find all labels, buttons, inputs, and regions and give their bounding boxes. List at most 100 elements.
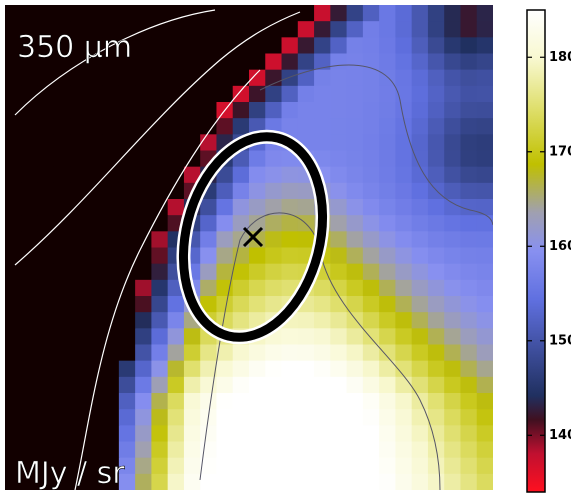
pixel: [297, 425, 315, 442]
pixel: [314, 134, 331, 151]
pixel: [53, 409, 71, 426]
pixel: [5, 263, 22, 281]
pixel: [476, 150, 493, 168]
pixel: [135, 360, 152, 378]
pixel: [167, 150, 185, 168]
pixel: [37, 279, 55, 297]
pixel: [249, 166, 266, 184]
pixel: [362, 118, 380, 135]
pixel: [102, 409, 120, 426]
pixel: [37, 393, 55, 410]
pixel: [167, 409, 185, 426]
pixel: [232, 279, 250, 297]
pixel: [395, 215, 413, 232]
pixel: [476, 182, 493, 200]
pixel: [460, 473, 478, 490]
pixel: [281, 118, 299, 135]
pixel: [330, 150, 348, 168]
pixel: [5, 247, 22, 265]
pixel: [395, 457, 413, 475]
pixel: [249, 296, 266, 313]
pixel: [330, 5, 348, 22]
pixel: [379, 85, 396, 103]
pixel: [411, 263, 429, 281]
pixel: [460, 21, 478, 38]
pixel: [232, 296, 250, 313]
pixel: [314, 37, 331, 54]
pixel: [346, 393, 364, 410]
pixel: [232, 21, 250, 38]
contour: [14, 9, 216, 116]
pixel: [265, 21, 283, 38]
pixel: [70, 473, 87, 490]
pixel: [379, 182, 396, 200]
pixel: [21, 102, 39, 119]
pixel: [118, 21, 136, 38]
pixel: [118, 247, 136, 265]
pixel: [200, 37, 217, 54]
pixel: [232, 441, 250, 459]
pixel: [427, 328, 445, 345]
pixel: [183, 409, 201, 426]
pixel: [362, 134, 380, 151]
pixel: [476, 441, 493, 459]
pixel: [70, 296, 87, 313]
pixel: [37, 21, 55, 38]
pixel: [183, 360, 201, 378]
pixel: [379, 231, 396, 248]
pixel: [476, 37, 493, 54]
pixel: [281, 360, 299, 378]
pixel: [232, 263, 250, 281]
pixel: [314, 5, 331, 22]
pixel: [411, 376, 429, 394]
pixel: [476, 85, 493, 103]
pixel: [102, 441, 120, 459]
pixel: [379, 247, 396, 265]
pixel: [444, 393, 461, 410]
pixel: [460, 312, 478, 329]
pixel: [427, 376, 445, 394]
pixel: [216, 263, 234, 281]
pixel: [86, 37, 104, 54]
pixel: [249, 150, 266, 168]
pixel: [21, 441, 39, 459]
pixel: [395, 5, 413, 22]
pixel: [249, 457, 266, 475]
pixel: [314, 279, 331, 297]
pixel: [183, 457, 201, 475]
pixel: [330, 457, 348, 475]
pixel: [460, 134, 478, 151]
pixel: [427, 360, 445, 378]
pixel: [444, 328, 461, 345]
pixel: [297, 312, 315, 329]
pixel: [265, 215, 283, 232]
pixel: [444, 263, 461, 281]
pixel: [86, 5, 104, 22]
pixel: [395, 247, 413, 265]
pixel: [70, 21, 87, 38]
pixel: [102, 21, 120, 38]
pixel: [314, 425, 331, 442]
pixel: [362, 102, 380, 119]
pixel: [70, 102, 87, 119]
pixel: [102, 69, 120, 87]
pixel: [249, 425, 266, 442]
pixel: [151, 296, 169, 313]
pixel: [395, 344, 413, 362]
pixel: [37, 215, 55, 232]
pixel: [21, 409, 39, 426]
pixel: [249, 215, 266, 232]
pixel: [21, 37, 39, 54]
pixel: [476, 376, 493, 394]
pixel: [444, 150, 461, 168]
pixel: [265, 393, 283, 410]
pixel: [216, 425, 234, 442]
pixel: [460, 37, 478, 54]
pixel: [281, 182, 299, 200]
pixel: [330, 166, 348, 184]
source-marker: [242, 226, 264, 248]
pixel: [167, 376, 185, 394]
pixel: [21, 360, 39, 378]
pixel: [411, 344, 429, 362]
pixel: [183, 425, 201, 442]
